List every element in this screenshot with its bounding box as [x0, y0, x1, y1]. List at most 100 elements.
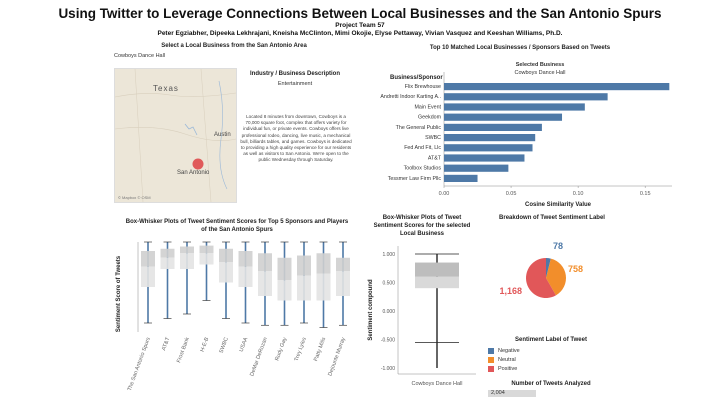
pie-title: Breakdown of Tweet Sentiment Label	[499, 215, 605, 221]
legend-label: Positive	[498, 365, 518, 372]
sponsor-box-upper[interactable]	[199, 245, 214, 254]
top10-title: Top 10 Matched Local Businesses / Sponso…	[429, 45, 611, 51]
industry-category: Entertainment	[277, 81, 313, 87]
sponsor-box-upper[interactable]	[277, 257, 292, 281]
industry-title: Industry / Business Description	[249, 71, 341, 77]
sponsor-box-lower[interactable]	[297, 275, 311, 301]
local-box-upper[interactable]	[415, 262, 459, 277]
bar-xlabel: Cosine Similarity Value	[525, 202, 592, 208]
sponsor-category-label: Dejounte Murray	[327, 336, 347, 376]
sponsor-box-title-1: Box-Whisker Plots of Tweet Sentiment Sco…	[125, 219, 349, 225]
local-box-lower[interactable]	[415, 276, 459, 289]
local-tick-label: -1.000	[381, 366, 395, 372]
legend-swatch-icon	[488, 365, 494, 372]
top10-bar-chart: Business/Sponsor Cosine Similarity Value…	[380, 72, 672, 208]
sponsor-category-label: Trey Lyles	[294, 336, 308, 362]
map-city-austin: Austin	[214, 132, 231, 138]
bar[interactable]	[444, 164, 509, 172]
tweets-title: Number of Tweets Analyzed	[511, 381, 591, 387]
selector-label: Select a Local Business from the San Ant…	[161, 43, 307, 49]
bar-category-label: The General Public	[396, 125, 442, 131]
pie-value-label: 1,168	[499, 286, 522, 296]
bar-col-header: Business/Sponsor	[390, 75, 443, 81]
bar[interactable]	[444, 154, 525, 162]
bar-category-label: Fed And Fit, Llc	[404, 145, 441, 151]
business-description: Located 8 minutes from downtown, Cowboys…	[240, 114, 352, 163]
bar-tick-label: 0.05	[506, 191, 517, 197]
local-tick-label: -0.500	[381, 338, 395, 344]
sponsor-box-lower[interactable]	[199, 253, 214, 265]
sponsor-box-lower[interactable]	[180, 253, 194, 269]
legend-swatch-icon	[488, 347, 494, 354]
sentiment-legend: Negative Neutral Positive	[488, 346, 520, 373]
pie-slice[interactable]	[546, 258, 551, 278]
map-view[interactable]: Texas Austin San Antonio © Mapbox © OSM	[114, 68, 237, 203]
sponsor-box-upper[interactable]	[258, 253, 272, 272]
pie-value-label: 78	[553, 241, 563, 251]
bar-category-label: Toolbox Studios	[404, 166, 442, 172]
sponsor-category-label: The San Antonio Spurs	[127, 336, 152, 391]
sponsor-box-lower[interactable]	[277, 280, 292, 301]
sponsor-box-lower[interactable]	[316, 273, 331, 301]
bar-tick-label: 0.10	[573, 191, 584, 197]
legend-item[interactable]: Positive	[488, 364, 520, 373]
map-attribution: © Mapbox © OSM	[118, 195, 151, 200]
local-tick-label: 1.000	[382, 252, 395, 258]
legend-item[interactable]: Negative	[488, 346, 520, 355]
bar-category-label: AT&T	[428, 155, 442, 161]
sponsor-box-upper[interactable]	[180, 246, 194, 254]
bar-category-label: Main Event	[415, 104, 442, 110]
bar[interactable]	[444, 144, 533, 152]
sponsor-box-lower[interactable]	[336, 271, 350, 296]
bar[interactable]	[444, 113, 563, 121]
bar[interactable]	[444, 123, 542, 131]
local-tick-label: 0.000	[382, 309, 395, 315]
sponsor-box-lower[interactable]	[160, 257, 175, 269]
bar[interactable]	[444, 93, 608, 101]
bar-category-label: Geekdom	[418, 115, 442, 121]
sponsor-category-label: H-E-B	[200, 336, 211, 352]
sponsor-category-label: Rudy Gay	[274, 336, 288, 361]
sponsor-box-upper[interactable]	[219, 248, 233, 263]
bar[interactable]	[444, 134, 536, 142]
pie-value-label: 758	[568, 264, 583, 274]
legend-item[interactable]: Neutral	[488, 355, 520, 364]
map-state-label: Texas	[153, 84, 179, 93]
bar-tick-label: 0.00	[439, 191, 450, 197]
local-box-title-3: Local Business	[399, 231, 444, 237]
bar-tick-label: 0.15	[640, 191, 651, 197]
sponsor-category-label: DeMar DeRozan	[249, 337, 269, 378]
location-marker-icon[interactable]	[192, 158, 204, 170]
authors-label: Peter Egziabher, Dipeeka Lekhrajani, Kne…	[157, 30, 563, 37]
selected-business-label: Selected Business	[515, 62, 565, 68]
sponsor-box-lower[interactable]	[141, 266, 155, 287]
tweets-bar	[488, 390, 536, 397]
bar[interactable]	[444, 83, 670, 91]
sponsor-box-lower[interactable]	[238, 266, 253, 287]
sponsor-category-label: Patty Mills	[313, 336, 327, 362]
sponsor-box-lower[interactable]	[258, 271, 272, 296]
legend-label: Negative	[498, 347, 520, 354]
business-select[interactable]: Cowboys Dance Hall	[114, 53, 166, 59]
pie-slice[interactable]	[546, 258, 566, 296]
bar-category-label: Flix Brewhouse	[405, 84, 441, 90]
sponsor-box-upper[interactable]	[238, 251, 253, 267]
selected-business-value: Cowboys Dance Hall	[514, 70, 566, 76]
sponsor-box-upper[interactable]	[160, 248, 175, 258]
bar[interactable]	[444, 174, 478, 182]
sponsor-category-label: USAA	[239, 336, 250, 352]
sentiment-pie-chart: 78 758 1,168	[499, 241, 583, 298]
sponsor-box-upper[interactable]	[297, 255, 311, 276]
page-title: Using Twitter to Leverage Connections Be…	[58, 6, 662, 21]
local-box-title-1: Box-Whisker Plots of Tweet	[382, 215, 462, 221]
pie-slice[interactable]	[526, 258, 556, 298]
bar[interactable]	[444, 103, 585, 111]
sponsor-box-upper[interactable]	[141, 251, 155, 267]
sponsor-box-lower[interactable]	[219, 262, 233, 283]
map-svg: Texas Austin San Antonio © Mapbox © OSM	[115, 69, 236, 202]
bar-category-label: SWBC	[425, 135, 441, 141]
tweets-count: 2,004	[491, 390, 505, 396]
sponsor-box-upper[interactable]	[316, 253, 331, 274]
sponsor-box-upper[interactable]	[336, 257, 350, 272]
sponsor-category-label: AT&T	[161, 336, 172, 351]
